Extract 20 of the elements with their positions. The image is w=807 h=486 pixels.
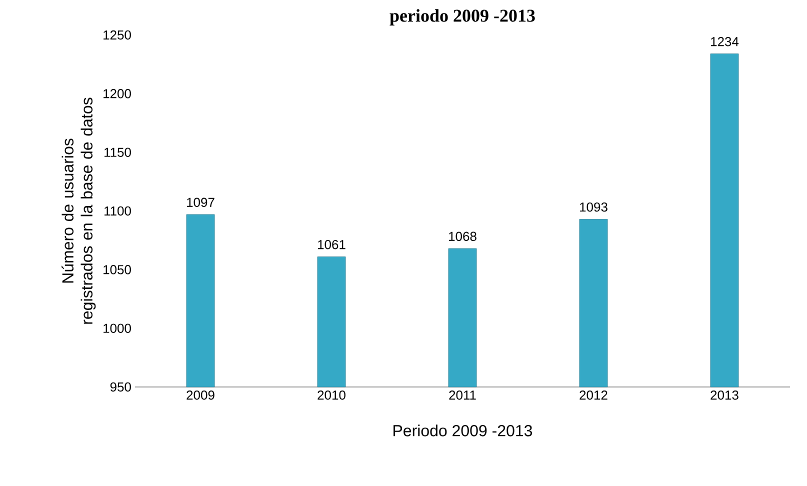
y-tick-label: 1000: [104, 324, 131, 333]
y-tick-label: 1200: [104, 89, 131, 98]
y-tick-label: 1150: [104, 148, 131, 157]
x-tick-label: 2012: [580, 390, 608, 400]
chart-title: periodo 2009 -2013: [390, 9, 535, 26]
y-axis-title: Número de usuarios registrados en la base de datos: [62, 98, 96, 324]
data-label: 1097: [187, 198, 214, 207]
y-tick-label: 950: [110, 382, 131, 392]
data-label: 1068: [449, 232, 476, 241]
y-tick-label: 1100: [104, 206, 131, 216]
x-tick-label: 2013: [710, 390, 738, 400]
data-label: 1234: [711, 37, 739, 46]
x-axis-title: Periodo 2009 -2013: [394, 424, 532, 436]
x-tick-label: 2010: [318, 390, 346, 400]
data-label: 1061: [318, 240, 346, 250]
x-tick-label: 2011: [449, 390, 476, 400]
x-tick-label: 2009: [186, 390, 214, 400]
data-label: 1093: [580, 202, 608, 212]
y-tick-label: 1250: [104, 30, 131, 40]
y-tick-label: 1050: [104, 265, 131, 274]
